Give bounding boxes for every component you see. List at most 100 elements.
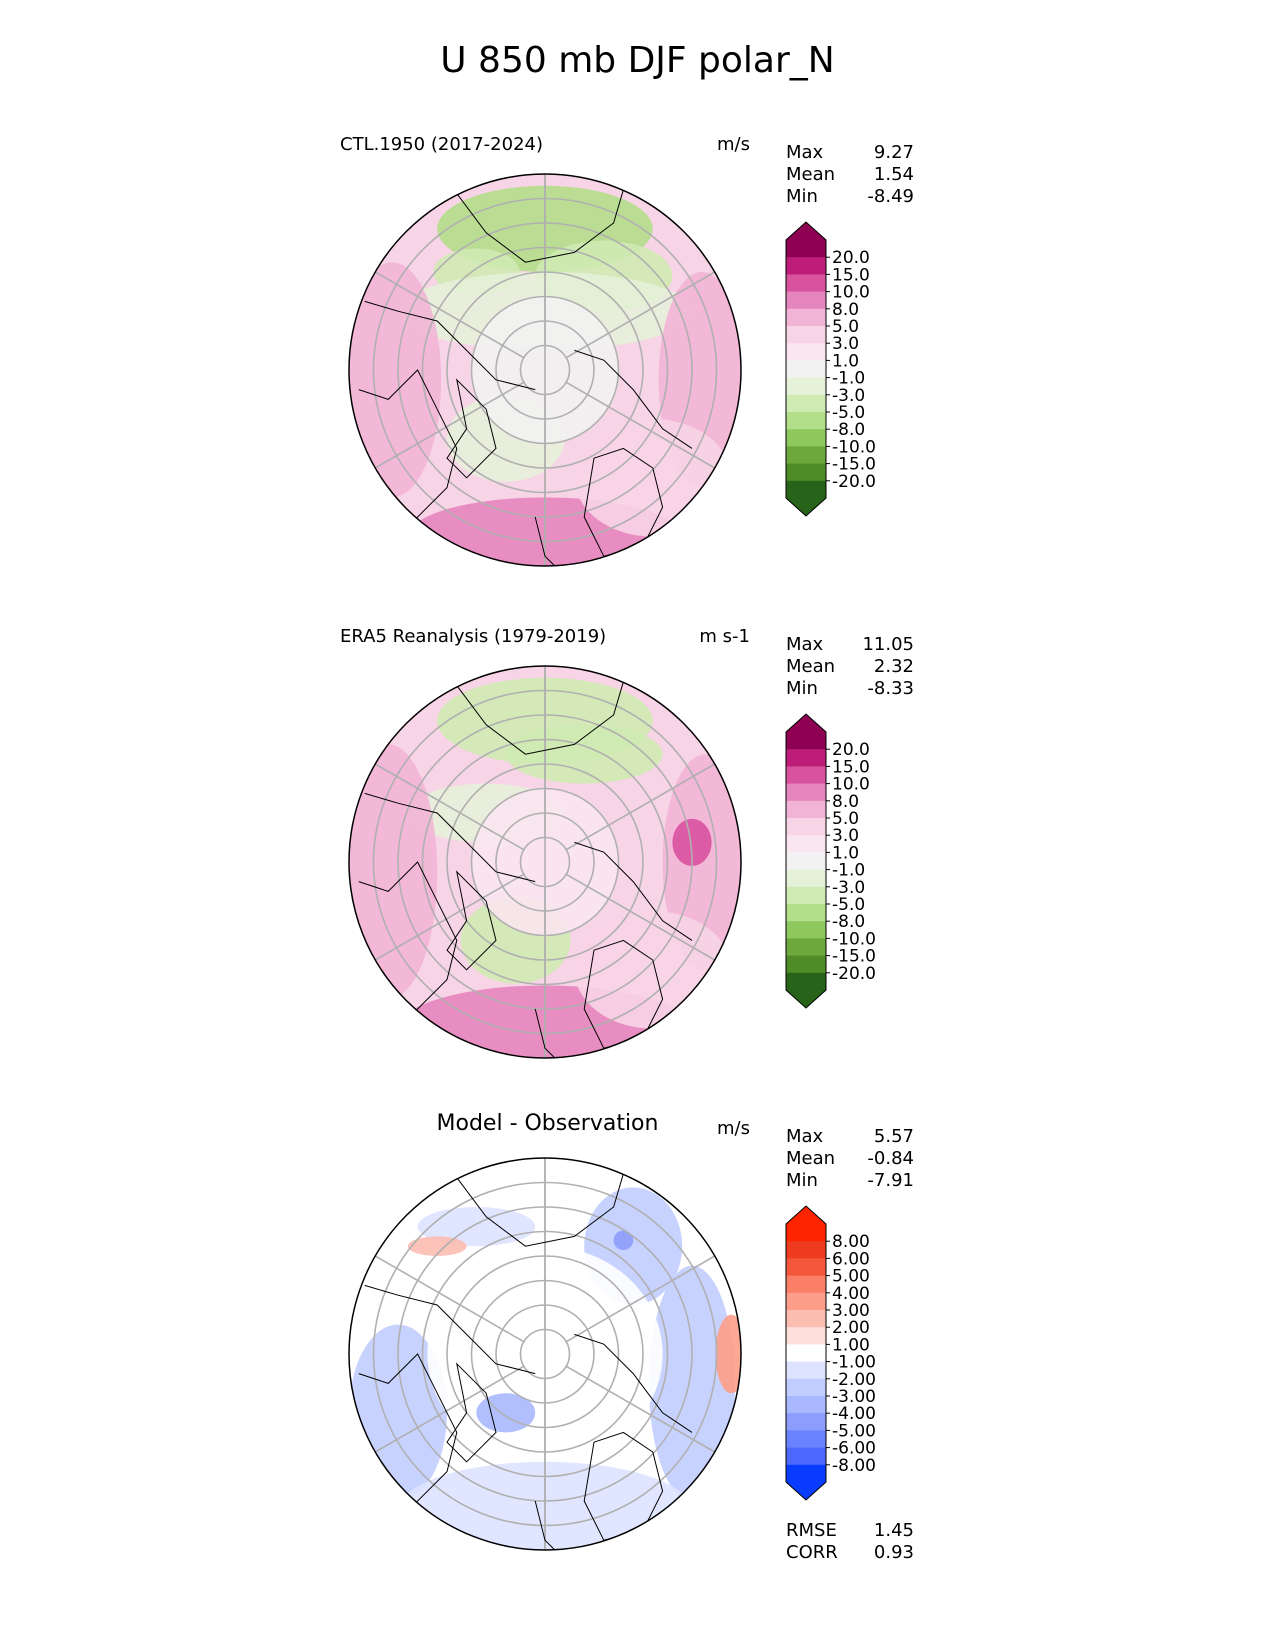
coastline: [358, 1353, 458, 1512]
colorbar-tick-label: 4.00: [832, 1284, 870, 1304]
colorbar-segment: [786, 429, 826, 447]
panel-2-colorbar: 20.015.010.08.05.03.01.0-1.0-3.0-5.0-8.0…: [785, 713, 876, 1009]
field-layer: [349, 174, 741, 566]
colorbar-tick-label: -3.0: [832, 386, 865, 406]
stat-corr-label: CORR: [786, 1542, 838, 1563]
colorbar-tick-label: -6.00: [832, 1439, 876, 1459]
stat-corr-value: 0.93: [873, 1542, 914, 1563]
coastlines: [358, 189, 693, 566]
stat-mean-value: 1.54: [873, 164, 914, 185]
stat-max-label: Max: [786, 1126, 824, 1147]
coastline: [534, 516, 556, 566]
stat-min-label: Min: [786, 186, 818, 207]
panel-3-title: Model - Observation: [436, 1111, 659, 1136]
colorbar-segment: [786, 972, 826, 991]
meridian: [374, 763, 526, 851]
colorbar-tick-label: 1.0: [832, 843, 859, 863]
coastline: [364, 1284, 536, 1375]
colorbar-segment: [786, 1447, 826, 1466]
colorbar-tick-label: -1.00: [832, 1353, 876, 1373]
colorbar-segment: [786, 240, 826, 258]
colorbar-tick-label: 10.0: [832, 283, 870, 303]
colorbar-segment: [786, 412, 826, 430]
colorbar-segment: [786, 749, 826, 767]
panel-2-map: [348, 665, 742, 1059]
colorbar-tick-label: -15.0: [832, 947, 876, 967]
colorbar-segment: [786, 938, 826, 957]
colorbar-tick-label: -1.0: [832, 369, 865, 389]
colorbar-tick-label: -10.0: [832, 437, 876, 457]
colorbar-tick-label: 1.00: [832, 1335, 870, 1355]
colorbar-outline: [785, 221, 827, 517]
panel-3-units: m/s: [717, 1118, 750, 1139]
colorbar-segment: [786, 360, 826, 379]
stat-mean-label: Mean: [786, 164, 836, 185]
coastline: [534, 1008, 556, 1058]
coastline: [446, 870, 497, 971]
colorbar-tick-label: -20.0: [832, 472, 876, 492]
colorbar-extend-top: [786, 714, 826, 732]
colorbar-segment: [786, 257, 826, 275]
colorbar-extend-bottom: [786, 1482, 826, 1500]
colorbar-segment: [786, 1275, 826, 1294]
colorbar-outline: [785, 1205, 827, 1501]
colorbar-segment: [786, 1310, 826, 1328]
colorbar-tick-label: -3.00: [832, 1387, 876, 1407]
coastline: [364, 792, 536, 883]
colorbar-segment: [786, 869, 826, 888]
colorbar-outline: [785, 713, 827, 1009]
coastline: [446, 378, 497, 479]
colorbar-segment: [786, 1361, 826, 1380]
colorbar-tick-label: 2.00: [832, 1318, 870, 1338]
coastline: [364, 300, 536, 391]
field-layer: [349, 666, 741, 1058]
colorbar-segment: [786, 446, 826, 465]
coastline: [583, 939, 664, 1049]
colorbar-extend-top: [786, 1206, 826, 1224]
stat-max-label: Max: [786, 634, 824, 655]
colorbar-tick-label: -2.00: [832, 1370, 876, 1390]
meridian: [374, 271, 526, 359]
stat-min-label: Min: [786, 1170, 818, 1191]
colorbar-tick-label: -1.0: [832, 861, 865, 881]
figure-title: U 850 mb DJF polar_N: [440, 40, 835, 81]
colorbar-tick-label: 5.00: [832, 1267, 870, 1287]
colorbar-segment: [786, 377, 826, 396]
field-region: [574, 419, 732, 537]
stat-min-value: -8.49: [867, 186, 914, 207]
meridian: [564, 873, 716, 961]
colorbar-segment: [786, 732, 826, 750]
panel-1-units: m/s: [717, 134, 750, 155]
colorbar-tick-label: -4.00: [832, 1404, 876, 1424]
colorbar-tick-label: -5.0: [832, 403, 865, 423]
coastline: [456, 1173, 624, 1247]
colorbar-segment: [786, 480, 826, 499]
colorbar-tick-label: -10.0: [832, 929, 876, 949]
meridian: [374, 381, 526, 469]
colorbar-segment: [786, 904, 826, 922]
colorbar-segment: [786, 1344, 826, 1363]
colorbar-tick-label: 15.0: [832, 265, 870, 285]
colorbar-tick-label: 20.0: [832, 248, 870, 268]
colorbar-segment: [786, 886, 826, 905]
field-region: [613, 1230, 634, 1251]
stat-max-label: Max: [786, 142, 824, 163]
colorbar-segment: [786, 1258, 826, 1277]
colorbar-segment: [786, 921, 826, 939]
stat-max-value: 11.05: [862, 634, 914, 655]
colorbar-tick-label: -20.0: [832, 964, 876, 984]
colorbar-segment: [786, 326, 826, 344]
coastline: [456, 189, 624, 263]
meridian: [374, 873, 526, 961]
stat-rmse-label: RMSE: [786, 1520, 837, 1541]
colorbar-tick-label: 8.0: [832, 792, 859, 812]
coastline: [574, 1333, 693, 1433]
coastline: [574, 841, 693, 941]
coastline: [358, 861, 458, 1020]
coastline: [446, 1362, 497, 1463]
colorbar-tick-label: 3.0: [832, 334, 859, 354]
panel-3-map: [348, 1157, 742, 1551]
colorbar-tick-label: 20.0: [832, 740, 870, 760]
colorbar-segment: [786, 852, 826, 871]
colorbar-segment: [786, 394, 826, 413]
